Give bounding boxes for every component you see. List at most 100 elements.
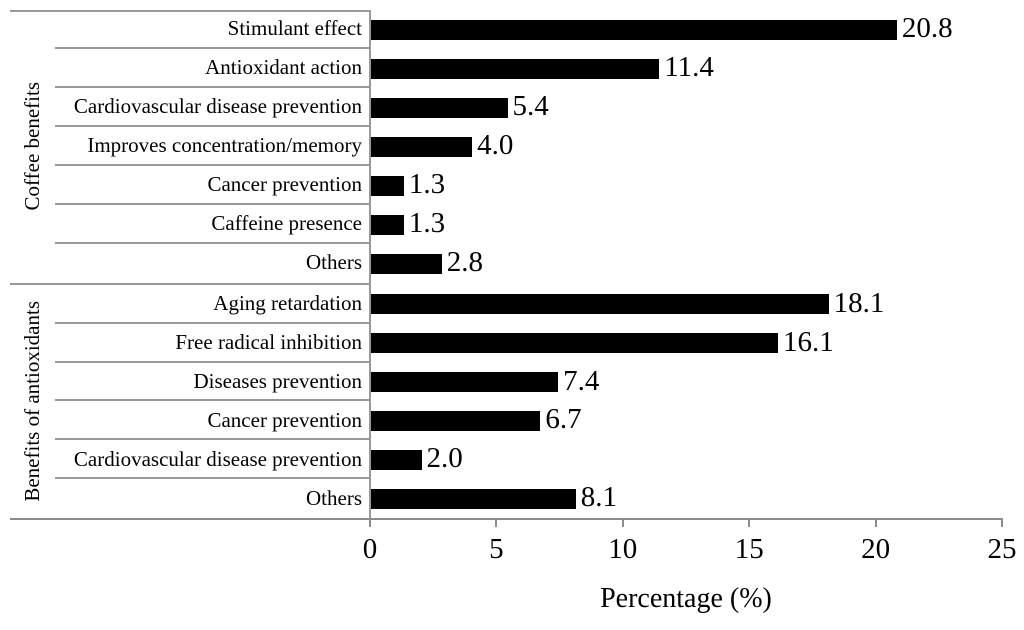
bar-row: Others 8.1 — [10, 479, 1014, 518]
value-label: 7.4 — [563, 364, 600, 397]
bar-cell: 4.0 — [371, 127, 1014, 166]
category-label: Free radical inhibition — [55, 324, 371, 363]
axis-tick-label: 20 — [861, 533, 891, 565]
bar-track: 2.8 — [371, 244, 1003, 283]
bar-track: 11.4 — [371, 49, 1003, 88]
axis-tick — [495, 518, 498, 527]
bar-track: 4.0 — [371, 127, 1003, 166]
value-label: 20.8 — [901, 12, 953, 44]
bar-cell: 7.4 — [371, 363, 1014, 402]
bar-cell: 20.8 — [371, 10, 1014, 49]
axis-tick-label: 5 — [489, 533, 504, 565]
bar-cell: 5.4 — [371, 88, 1014, 127]
category-label: Cancer prevention — [55, 166, 371, 205]
axis-tick-label: 0 — [362, 533, 378, 565]
bar-row: Improves concentration/memory 4.0 — [10, 127, 1014, 166]
bar-cell: 18.1 — [371, 285, 1014, 324]
bar-cell: 1.3 — [371, 205, 1014, 244]
bar — [371, 97, 508, 118]
group-benefits-of-antioxidants: Aging retardation 18.1 Free radical inhi… — [10, 285, 1014, 518]
bar-track: 6.7 — [371, 401, 1003, 440]
bar-track: 20.8 — [371, 10, 1003, 49]
axis-tick — [369, 518, 371, 527]
group-axis-label: Benefits of antioxidants — [10, 285, 55, 518]
axis-tick-label: 15 — [734, 533, 764, 565]
y-axis-line — [369, 10, 371, 527]
x-axis-title: Percentage (%) — [600, 583, 772, 614]
category-label: Aging retardation — [55, 285, 371, 324]
bar-track: 5.4 — [371, 88, 1003, 127]
bar-row: Stimulant effect 20.8 — [10, 10, 1014, 49]
bar-row: Cancer prevention 6.7 — [10, 401, 1014, 441]
bar — [371, 372, 559, 393]
category-label: Others — [306, 250, 362, 275]
category-label: Diseases prevention — [55, 363, 371, 402]
bar-track: 1.3 — [371, 166, 1003, 205]
group-label: Benefits of antioxidants — [20, 301, 44, 502]
value-label: 4.0 — [477, 129, 514, 161]
group-divider-line — [10, 283, 371, 285]
axis-tick — [874, 518, 877, 527]
bar — [371, 214, 404, 235]
axis-tick — [748, 518, 751, 527]
bar — [371, 253, 442, 274]
value-label: 6.7 — [545, 403, 582, 436]
bar-track: 7.4 — [371, 363, 1003, 402]
bar — [371, 294, 829, 315]
bar — [371, 136, 473, 157]
category-label: Cancer prevention — [55, 401, 371, 441]
bar-row: Cardiovascular disease prevention 5.4 — [10, 88, 1014, 127]
axis-tick — [621, 518, 624, 527]
bar-cell: 8.1 — [371, 479, 1014, 518]
category-label: Others — [306, 485, 362, 510]
group-coffee-benefits: Stimulant effect 20.8 Antioxidant action… — [10, 10, 1014, 283]
value-label: 16.1 — [783, 325, 834, 358]
bar — [371, 410, 541, 431]
bar-track: 8.1 — [371, 479, 1003, 518]
bar-row: Aging retardation 18.1 — [10, 285, 1014, 324]
bar-track: 16.1 — [371, 324, 1003, 363]
category-label: Cardiovascular disease prevention — [55, 440, 371, 480]
value-label: 8.1 — [580, 481, 618, 514]
bar — [371, 488, 576, 509]
bar-row: Antioxidant action 11.4 — [10, 49, 1014, 88]
axis-tick-label: 25 — [987, 533, 1017, 565]
value-label: 11.4 — [664, 51, 714, 83]
bar-row: Free radical inhibition 16.1 — [10, 324, 1014, 363]
bar — [371, 449, 422, 470]
group-axis-label: Coffee benefits — [10, 10, 55, 283]
bar-track: 1.3 — [371, 205, 1003, 244]
bar-cell: 16.1 — [371, 324, 1014, 363]
bar — [371, 333, 778, 354]
category-label: Stimulant effect — [55, 10, 371, 49]
bar-row: Cardiovascular disease prevention 2.0 — [10, 440, 1014, 480]
bar — [371, 175, 404, 196]
category-label: Cardiovascular disease prevention — [55, 88, 371, 127]
bar-track: 2.0 — [371, 440, 1003, 479]
plot-top-border — [10, 10, 371, 12]
axis-tick — [1001, 518, 1003, 527]
value-label: 18.1 — [833, 286, 885, 319]
category-label: Antioxidant action — [55, 49, 371, 88]
bar-cell: 2.8 — [371, 244, 1014, 283]
bar-cell: 2.0 — [371, 440, 1014, 479]
bar-row: Others 2.8 — [10, 244, 1014, 283]
value-label: 5.4 — [512, 90, 549, 122]
value-label: 1.3 — [408, 168, 446, 200]
bar-row: Caffeine presence 1.3 — [10, 205, 1014, 244]
group-label: Coffee benefits — [20, 82, 44, 211]
bar-row: Diseases prevention 7.4 — [10, 363, 1014, 402]
bar-cell: 11.4 — [371, 49, 1014, 88]
x-axis-ticks — [369, 518, 1003, 527]
bar-cell: 1.3 — [371, 166, 1014, 205]
value-label: 2.0 — [426, 442, 463, 475]
x-axis-line — [10, 518, 1003, 520]
bar — [371, 58, 660, 79]
bar-cell: 6.7 — [371, 401, 1014, 440]
bar-track: 18.1 — [371, 285, 1003, 324]
bar — [371, 19, 897, 40]
category-label: Improves concentration/memory — [55, 127, 371, 166]
value-label: 1.3 — [408, 207, 446, 239]
x-axis-tick-labels: 0 5 10 15 20 25 — [363, 533, 1017, 567]
